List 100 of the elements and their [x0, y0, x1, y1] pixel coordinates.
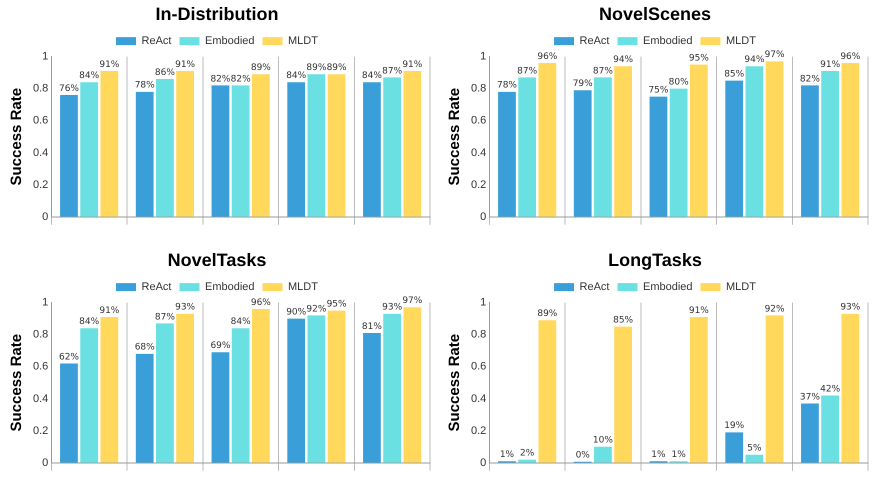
data-label: 91%	[99, 306, 120, 316]
data-label: 92%	[764, 304, 786, 314]
bar	[766, 315, 784, 463]
bar	[841, 314, 860, 463]
data-label: 97%	[764, 50, 786, 60]
legend-label: MLDT	[726, 35, 756, 48]
y-tick-label: 0.6	[32, 360, 48, 373]
data-label: 89%	[326, 63, 348, 74]
bar	[308, 74, 326, 217]
data-label: 1%	[672, 450, 686, 460]
bar	[136, 92, 154, 217]
bar	[690, 317, 708, 463]
data-label: 86%	[154, 68, 176, 78]
bar	[725, 432, 744, 463]
bar	[80, 82, 98, 217]
bar	[594, 77, 612, 217]
bar	[232, 328, 250, 463]
data-label: 91%	[99, 60, 120, 70]
bar	[176, 71, 194, 217]
bar	[156, 323, 174, 463]
data-label: 96%	[537, 52, 558, 62]
legend-label: Embodied	[642, 281, 693, 294]
data-label: 84%	[230, 317, 252, 328]
y-axis-title: Success Rate	[8, 88, 26, 186]
bar	[363, 333, 381, 463]
data-label: 5%	[747, 444, 762, 454]
data-label: 69%	[210, 341, 231, 352]
data-label: 79%	[572, 79, 594, 90]
data-label: 2%	[520, 448, 535, 458]
y-tick-label: 0	[480, 456, 486, 469]
y-tick-label: 0.6	[470, 114, 486, 127]
bar	[594, 446, 612, 463]
bar	[176, 314, 194, 463]
bar	[100, 71, 118, 217]
data-label: 19%	[724, 421, 745, 432]
bar	[746, 454, 764, 463]
data-label: 1%	[500, 450, 515, 460]
data-label: 80%	[668, 77, 690, 88]
data-label: 93%	[382, 302, 403, 313]
bar	[136, 354, 154, 463]
bar	[212, 352, 230, 463]
legend-label: MLDT	[288, 35, 318, 48]
data-label: 91%	[688, 306, 710, 316]
bar	[60, 363, 78, 463]
legend-label: Embodied	[642, 35, 693, 48]
bar	[650, 96, 668, 217]
y-tick-label: 1	[42, 296, 48, 309]
bar	[287, 318, 306, 463]
data-label: 95%	[688, 53, 710, 64]
data-label: 37%	[800, 392, 820, 402]
data-label: 62%	[58, 352, 80, 362]
bar	[518, 77, 536, 217]
bar	[308, 315, 326, 463]
y-tick-label: 0.8	[32, 82, 48, 95]
data-label: 84%	[362, 71, 382, 82]
bar	[403, 307, 422, 463]
bar	[60, 95, 78, 217]
bar	[328, 310, 346, 463]
data-label: 89%	[537, 309, 558, 320]
y-tick-label: 0.2	[32, 178, 48, 191]
bar	[498, 92, 516, 217]
y-tick-label: 0.8	[32, 328, 48, 341]
y-tick-label: 0.8	[470, 82, 486, 95]
y-tick-label: 0.4	[32, 392, 48, 405]
chart-title: NovelTasks	[168, 250, 266, 270]
bar	[690, 64, 708, 217]
y-tick-label: 0.2	[32, 424, 48, 437]
data-label: 75%	[648, 85, 669, 96]
y-tick-label: 1	[480, 50, 486, 63]
legend-label: MLDT	[288, 281, 318, 294]
y-tick-label: 0.6	[32, 114, 48, 127]
data-label: 93%	[840, 302, 861, 313]
data-label: 93%	[175, 302, 196, 313]
bar	[766, 61, 784, 217]
bar	[574, 90, 592, 217]
bar	[538, 63, 556, 217]
data-label: 89%	[306, 63, 327, 74]
data-label: 76%	[58, 84, 80, 94]
data-label: 85%	[613, 315, 634, 326]
y-tick-label: 0	[42, 210, 48, 223]
bar	[841, 63, 860, 217]
bar	[232, 85, 250, 217]
data-label: 91%	[820, 60, 841, 70]
bar	[403, 71, 422, 217]
y-axis-title: Success Rate	[8, 334, 26, 432]
bar	[252, 309, 270, 463]
bar	[212, 85, 230, 217]
data-label: 97%	[402, 296, 423, 306]
bar	[156, 79, 174, 217]
data-label: 82%	[800, 74, 820, 84]
bar	[746, 66, 764, 217]
legend-label: ReAct	[142, 281, 172, 294]
bar	[80, 328, 98, 463]
bar	[383, 314, 402, 463]
y-tick-label: 1	[42, 50, 48, 63]
data-label: 1%	[651, 450, 666, 460]
data-label: 0%	[576, 450, 590, 461]
data-label: 96%	[250, 298, 272, 308]
bar	[363, 82, 381, 217]
data-label: 78%	[134, 80, 156, 91]
